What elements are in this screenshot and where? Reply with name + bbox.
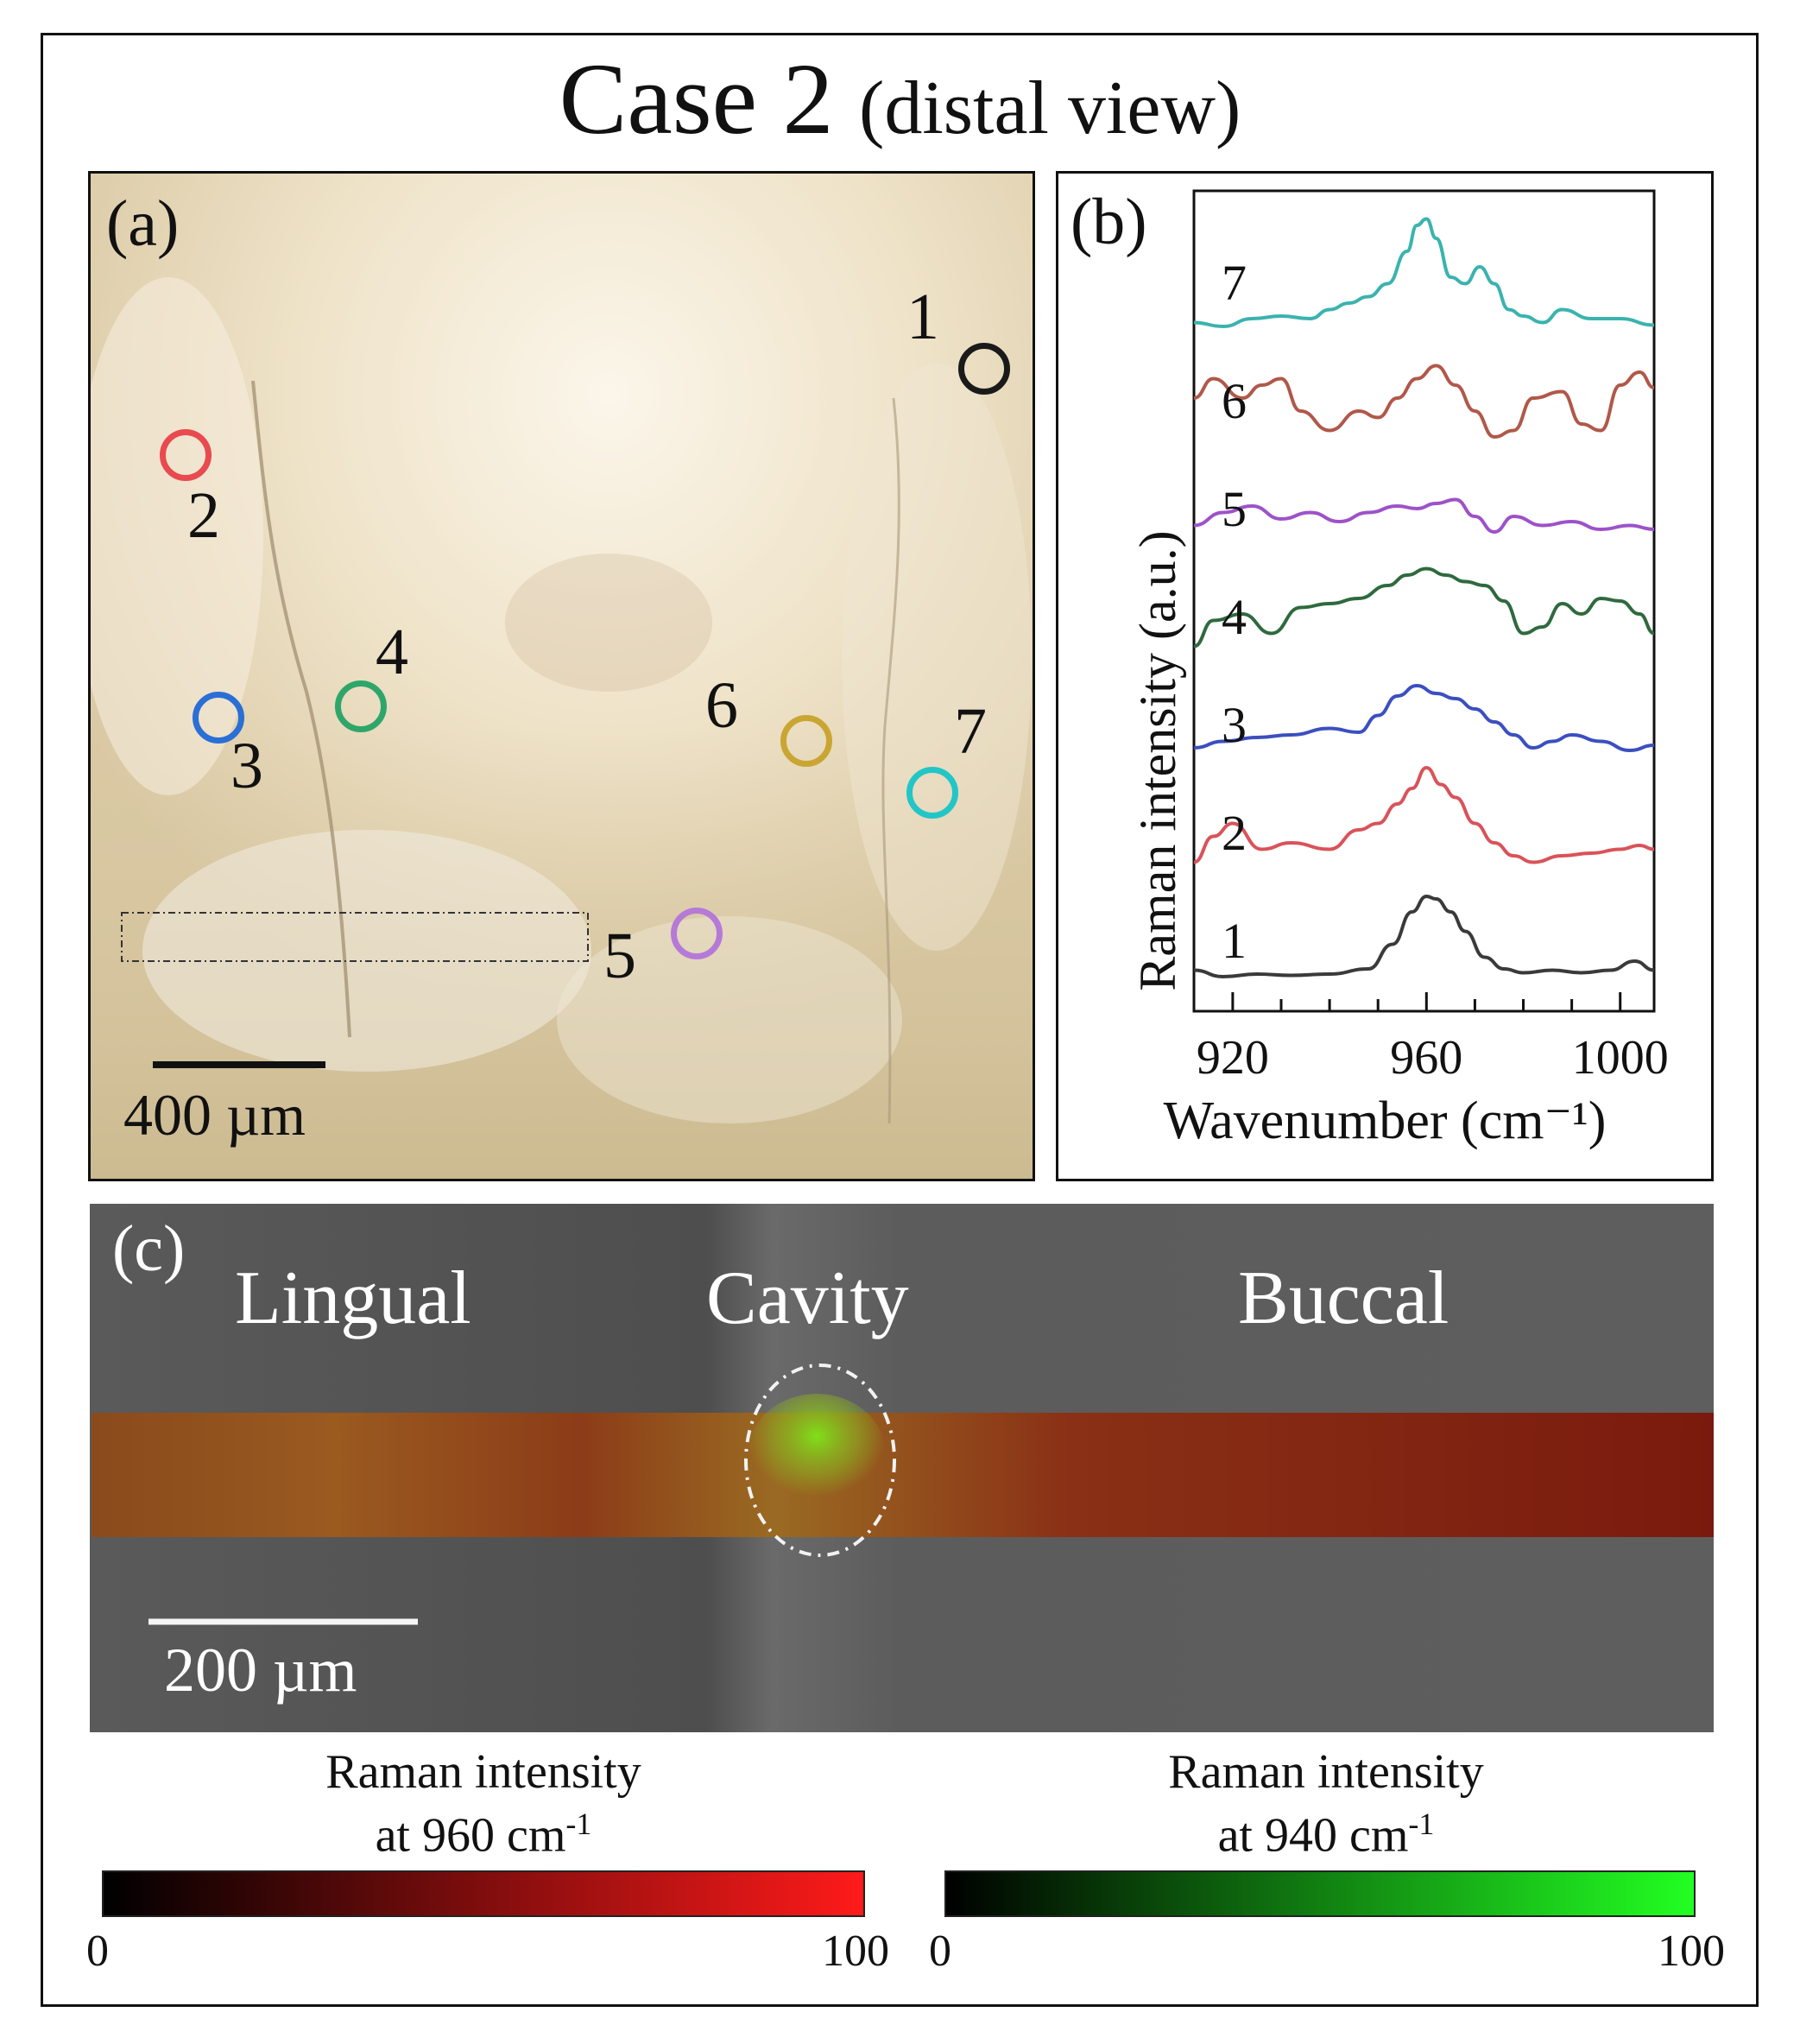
colorbar-red-title: Raman intensity at 960 cm-1 [181, 1746, 786, 1862]
point-7-label: 7 [954, 695, 987, 768]
point-3-circle [193, 692, 244, 744]
panel-c-label: (c) [112, 1212, 186, 1285]
colorbar-red-min: 0 [86, 1927, 109, 1976]
colorbar-green-title-line1: Raman intensity [1168, 1745, 1484, 1799]
series-2-label: 2 [1222, 805, 1247, 861]
title-sub: (distal view) [859, 66, 1241, 150]
colorbar-green [944, 1870, 1696, 1917]
series-3-label: 3 [1222, 697, 1247, 753]
colorbar-green-sup: -1 [1408, 1807, 1435, 1841]
scan-region-box [121, 912, 589, 962]
cavity-circle [744, 1364, 896, 1557]
panel-a-label: (a) [106, 187, 180, 260]
x-tick-label-960: 960 [1390, 1031, 1462, 1085]
series-1-line [1193, 894, 1655, 979]
x-tick-label-920: 920 [1197, 1031, 1269, 1085]
region-lingual: Lingual [235, 1256, 471, 1340]
scalebar-label-c: 200 µm [164, 1636, 357, 1705]
point-5-circle [671, 908, 723, 959]
point-5-label: 5 [603, 920, 636, 992]
colorbar-green-max: 100 [1658, 1927, 1725, 1976]
colorbar-green-min: 0 [929, 1927, 951, 1976]
series-6-label: 6 [1222, 373, 1247, 429]
point-1-circle [958, 343, 1010, 395]
plot-axes-box [1192, 189, 1656, 1013]
panel-c-map: (c) Lingual Cavity Buccal 200 µm [90, 1204, 1714, 1732]
cavity-green-spot [748, 1394, 886, 1515]
point-7-circle [906, 767, 958, 819]
colorbar-red-max: 100 [822, 1927, 889, 1976]
series-7-line [1193, 217, 1655, 329]
x-axis-label: Wavenumber (cm⁻¹) [1163, 1092, 1607, 1150]
series-1-label: 1 [1222, 913, 1247, 969]
colorbar-red-title-line1: Raman intensity [325, 1745, 641, 1799]
tooth-photo [91, 174, 1033, 1179]
title-main: Case 2 [559, 42, 834, 155]
point-6-label: 6 [705, 669, 738, 742]
series-7-label: 7 [1222, 255, 1247, 311]
region-cavity: Cavity [706, 1256, 909, 1340]
spectra-plot: 920 960 1000 1 2 3 4 5 6 7 [1192, 189, 1669, 1085]
series-5-line [1193, 497, 1655, 535]
point-4-label: 4 [376, 616, 408, 688]
colorbar-green-title-line2: at 940 cm [1217, 1808, 1409, 1863]
region-buccal: Buccal [1238, 1256, 1449, 1340]
point-2-label: 2 [187, 479, 220, 552]
point-1-label: 1 [906, 281, 939, 353]
figure-frame [41, 33, 1759, 2007]
panel-a-photo: (a) 400 µm 1 2 3 4 5 6 7 [88, 171, 1035, 1181]
scalebar-label-a: 400 µm [123, 1082, 306, 1148]
point-4-circle [335, 680, 387, 732]
series-4-line [1193, 566, 1655, 649]
x-tick-label-1000: 1000 [1572, 1031, 1669, 1085]
colorbar-red-title-line2: at 960 cm [375, 1808, 566, 1863]
raman-map [90, 1204, 1714, 1732]
colorbar-red [102, 1870, 865, 1917]
figure-title: Case 2 (distal view) [0, 43, 1800, 165]
colorbar-green-title: Raman intensity at 940 cm-1 [1024, 1746, 1628, 1862]
point-6-circle [780, 715, 832, 767]
series-5-label: 5 [1222, 481, 1247, 537]
series-3-line [1193, 683, 1655, 753]
series-4-label: 4 [1222, 589, 1247, 645]
raman-strip [92, 1413, 1714, 1537]
series-6-line [1193, 364, 1655, 440]
colorbar-red-sup: -1 [565, 1807, 592, 1841]
point-2-circle [160, 429, 212, 481]
panel-b-label: (b) [1071, 186, 1147, 258]
series-2-line [1193, 765, 1655, 864]
point-3-label: 3 [231, 730, 263, 802]
panel-b-chart: (b) Raman intensity (a.u.) 920 960 1000 1 2 3… [1056, 171, 1714, 1181]
